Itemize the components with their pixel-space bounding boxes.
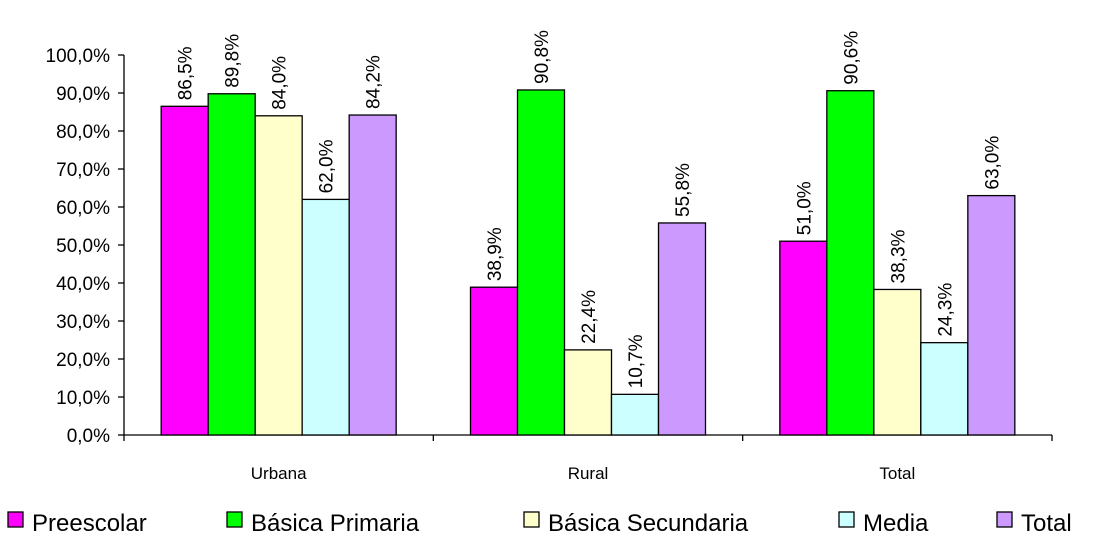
bar [826,90,875,436]
legend-swatch [996,511,1013,528]
data-label: 90,8% [532,30,553,84]
legend-swatch [7,511,24,528]
y-tick-label: 60,0% [56,198,110,219]
legend-label: Preescolar [32,510,147,537]
bar [610,393,660,436]
bar [967,194,1016,436]
data-label: 55,8% [673,163,694,217]
y-tick-label: 30,0% [56,312,110,333]
y-tick-label: 40,0% [56,274,110,295]
data-label: 89,8% [223,34,244,88]
data-label: 62,0% [317,139,338,193]
y-tick-label: 80,0% [56,122,110,143]
data-label: 10,7% [626,334,647,388]
bar [348,114,397,436]
data-label: 63,0% [982,136,1003,190]
bar [920,342,969,436]
x-tick-label: Urbana [251,464,307,483]
bar [254,115,303,436]
data-label: 24,3% [935,283,956,337]
legend-swatch [838,511,855,528]
data-label: 84,2% [364,55,385,109]
bar [160,105,209,436]
legend-label: Básica Secundaria [548,510,749,537]
axes: 0,0% 10,0% 20,0% 30,0% 40,0% 50,0% 60,0% 70,0% 8… [46,46,1053,483]
y-tick-label: 0,0% [67,426,110,447]
x-tick-label: Total [879,464,915,483]
data-label: 90,6% [841,31,862,85]
legend: Preescolar Básica Primaria Básica Secundar… [7,510,1072,537]
data-label: 38,3% [888,229,909,283]
bar [563,349,613,436]
y-tick-label: 90,0% [56,84,110,105]
y-tick-label: 20,0% [56,350,110,371]
bar [779,240,828,436]
data-label: 22,4% [579,290,600,344]
legend-swatch [226,511,243,528]
legend-label: Total [1021,510,1072,537]
bars [160,89,1016,436]
bar [516,89,566,436]
y-tick-label: 70,0% [56,160,110,181]
y-tick-label: 10,0% [56,388,110,409]
bar [207,93,256,436]
data-label: 84,0% [270,56,291,110]
x-tick-label: Rural [568,464,609,483]
data-labels: 86,5% 89,8% 84,0% 62,0% 84,2% 38,9% 90,8% 22,4%… [176,30,1004,388]
legend-label: Básica Primaria [251,510,420,537]
bar [301,198,350,436]
y-tick-label: 50,0% [56,236,110,257]
y-tick-label: 100,0% [46,46,111,67]
legend-label: Media [863,510,929,537]
data-label: 51,0% [794,181,815,235]
bar [657,222,707,436]
bar [873,288,922,436]
data-label: 38,9% [485,227,506,281]
data-label: 86,5% [176,46,197,100]
bar [469,286,519,436]
legend-swatch [523,511,540,528]
